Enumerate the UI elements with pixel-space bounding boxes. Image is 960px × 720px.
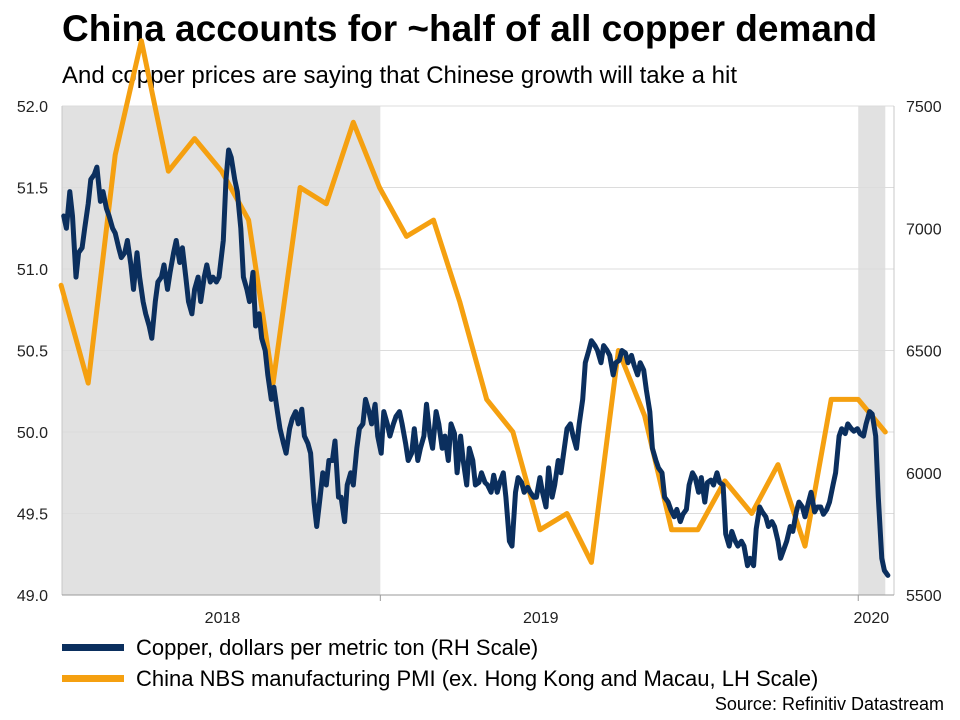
y-right-tick-4: 7500 — [906, 99, 942, 116]
chart-subtitle: And copper prices are saying that Chines… — [62, 62, 738, 89]
y-right-tick-1: 6000 — [906, 466, 942, 483]
legend-label-pmi: China NBS manufacturing PMI (ex. Hong Ko… — [136, 665, 819, 691]
y-right-tick-3: 7000 — [906, 221, 942, 238]
y-left-tick-6: 52.0 — [17, 99, 48, 116]
x-tick-0: 2018 — [205, 610, 241, 627]
y-left-tick-3: 50.5 — [17, 344, 48, 361]
legend-item-pmi: China NBS manufacturing PMI (ex. Hong Ko… — [62, 663, 818, 694]
series-line-copper — [61, 147, 891, 578]
source-note: Source: Refinitiv Datastream — [714, 694, 944, 714]
y-right-tick-2: 6500 — [906, 344, 942, 361]
y-left-tick-1: 49.5 — [17, 507, 48, 524]
legend-swatch-pmi — [62, 675, 124, 682]
series-line-pmi — [58, 38, 888, 565]
legend-swatch-copper — [62, 644, 124, 651]
series-lines — [58, 38, 891, 578]
tick-labels: 49.0 49.5 50.0 50.5 51.0 51.5 52.0 5500 6000 6500… — [17, 99, 942, 627]
legend-item-copper: Copper, dollars per metric ton (RH Scale… — [62, 632, 818, 663]
y-left-tick-4: 51.0 — [17, 262, 48, 279]
y-left-tick-2: 50.0 — [17, 425, 48, 442]
chart-title: China accounts for ~half of all copper d… — [62, 8, 878, 49]
y-left-tick-0: 49.0 — [17, 588, 48, 605]
x-tick-2: 2020 — [854, 610, 890, 627]
axes — [61, 106, 895, 601]
y-left-tick-5: 51.5 — [17, 181, 48, 198]
y-right-tick-0: 5500 — [906, 588, 942, 605]
legend: Copper, dollars per metric ton (RH Scale… — [62, 632, 818, 694]
legend-label-copper: Copper, dollars per metric ton (RH Scale… — [136, 634, 539, 660]
x-tick-1: 2019 — [523, 610, 559, 627]
